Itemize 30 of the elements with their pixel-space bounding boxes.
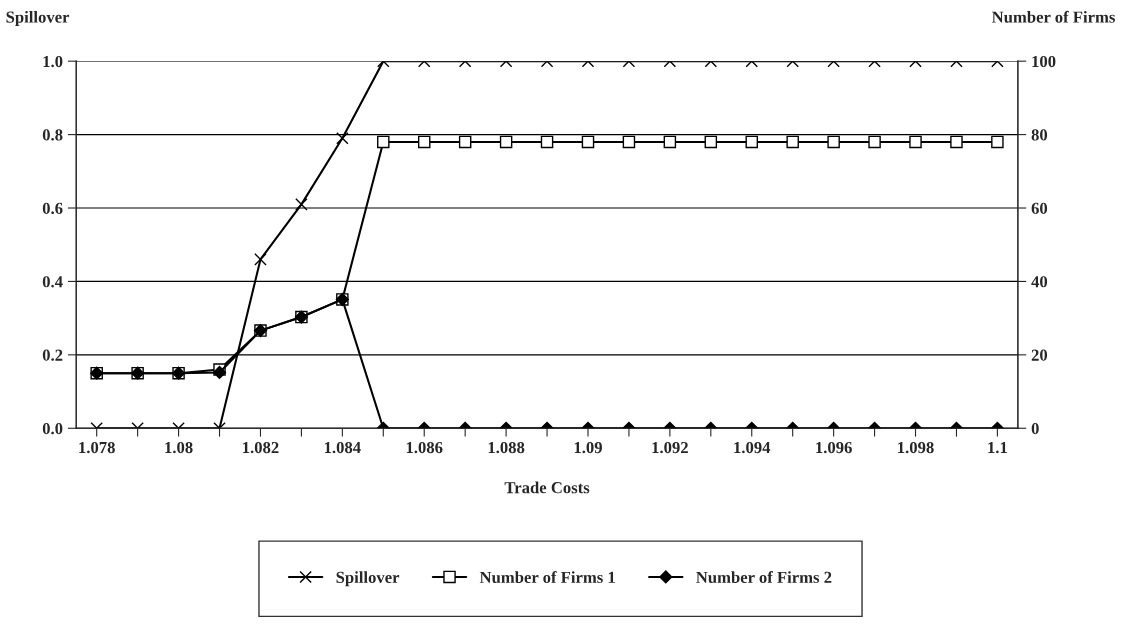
y2-tick-label: 20	[1031, 349, 1048, 361]
y-tick-label: 1.0	[43, 55, 63, 68]
x-axis-title: Trade Costs	[504, 481, 590, 494]
x-tick-label: 1.078	[79, 441, 115, 454]
x-tick-label: 1.086	[406, 441, 443, 454]
x-tick-label: 1.084	[324, 441, 361, 454]
x-tick-label: 1.1	[988, 442, 1007, 454]
y2-tick-label: 80	[1031, 129, 1048, 141]
y-axis-title: Spillover	[6, 10, 70, 27]
legend-label: Spillover	[336, 571, 400, 587]
y2-tick-label: 0	[1031, 422, 1039, 435]
x-tick-label: 1.092	[652, 441, 688, 454]
y-tick-label: 0.8	[42, 129, 63, 141]
legend-label: Number of Firms 2	[696, 571, 832, 583]
legend-label: Number of Firms 1	[479, 571, 615, 583]
y2-axis-title: Number of Firms	[991, 10, 1115, 23]
x-tick-label: 1.082	[243, 441, 279, 454]
y2-tick-label: 100	[1032, 55, 1056, 68]
y-tick-label: 0.4	[42, 276, 63, 288]
y-tick-label: 0.0	[42, 422, 63, 435]
x-tick-label: 1.098	[898, 441, 934, 454]
y-tick-label: 0.6	[42, 202, 63, 215]
x-tick-label: 1.09	[574, 441, 602, 454]
x-tick-label: 1.096	[816, 441, 852, 454]
x-tick-label: 1.08	[165, 441, 193, 454]
x-tick-label: 1.094	[734, 441, 771, 454]
x-tick-label: 1.088	[488, 441, 525, 454]
y2-tick-label: 40	[1031, 276, 1048, 288]
y-tick-label: 0.2	[42, 349, 63, 361]
y2-tick-label: 60	[1031, 202, 1048, 214]
